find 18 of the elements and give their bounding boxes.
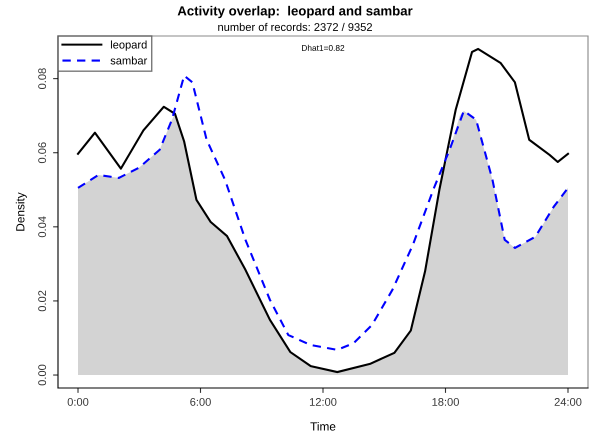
x-tick-label: 0:00 xyxy=(68,398,88,406)
y-tick-label: 0.02 xyxy=(38,290,46,312)
chart-subtitle: number of records: 2372 / 9352 xyxy=(218,22,372,31)
line-series xyxy=(76,74,570,351)
legend-label: leopard xyxy=(110,40,147,51)
x-tick-label: 6:00 xyxy=(190,398,211,406)
chart-title: Activity overlap: leopard and sambar xyxy=(178,6,412,18)
x-axis-title: Time xyxy=(310,422,336,431)
x-tick-label: 18:00 xyxy=(432,398,459,406)
y-tick-label: 0.00 xyxy=(38,364,46,386)
x-tick-label: 12:00 xyxy=(310,398,336,406)
annotation: Dhat1=0.82 xyxy=(302,44,344,51)
y-axis-title: Density xyxy=(16,192,27,231)
y-tick-label: 0.08 xyxy=(38,68,46,89)
y-tick-label: 0.04 xyxy=(38,216,46,238)
legend-label: sambar xyxy=(110,56,148,65)
x-tick-label: 24:00 xyxy=(554,398,582,406)
y-tick-label: 0.06 xyxy=(38,142,46,164)
